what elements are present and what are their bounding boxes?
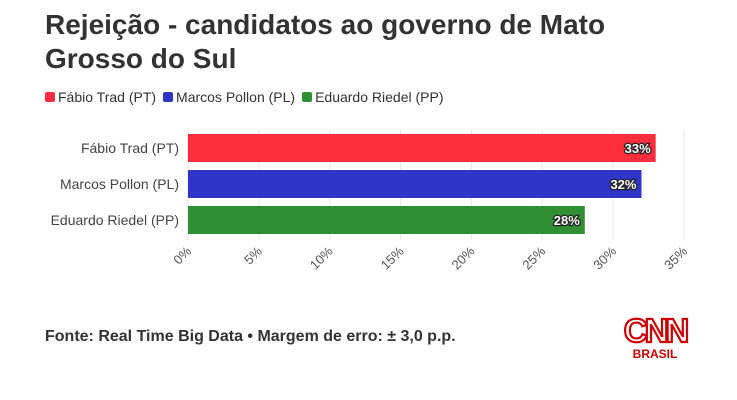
cnn-brasil-logo: CNN BRASIL: [623, 311, 690, 361]
legend-label: Marcos Pollon (PL): [176, 89, 296, 105]
brasil-wordmark: BRASIL: [633, 347, 678, 361]
legend-swatch: [302, 92, 313, 102]
legend-swatch: [163, 92, 174, 102]
bar: [188, 170, 642, 198]
data-label: 32%: [610, 177, 636, 192]
legend-label: Fábio Trad (PT): [58, 89, 157, 105]
category-label: Fábio Trad (PT): [81, 140, 179, 156]
chart-title: Rejeição - candidatos ao governo de Mato…: [45, 9, 606, 74]
bar-chart: Fábio Trad (PT) 33% Marcos Pollon (PL) 32% E…: [51, 130, 690, 273]
x-tick-label: 25%: [519, 243, 548, 272]
x-tick-label: 0%: [170, 243, 194, 267]
data-label: 33%: [625, 141, 651, 156]
x-tick-label: 35%: [661, 243, 690, 272]
legend-item-eduardo-riedel[interactable]: Eduardo Riedel (PP): [302, 89, 443, 105]
legend-item-marcos-pollon[interactable]: Marcos Pollon (PL): [163, 89, 295, 105]
legend: Fábio Trad (PT) Marcos Pollon (PL) Eduar…: [45, 89, 450, 105]
legend-swatch: [45, 92, 55, 102]
data-label: 28%: [554, 213, 580, 228]
source-footer: Fonte: Real Time Big Data • Margem de er…: [45, 328, 456, 345]
x-tick-label: 20%: [449, 243, 478, 272]
category-label: Marcos Pollon (PL): [60, 176, 179, 192]
bar: [188, 134, 656, 162]
legend-label: Eduardo Riedel (PP): [315, 89, 444, 105]
category-label: Eduardo Riedel (PP): [51, 212, 179, 228]
bar: [188, 206, 585, 234]
x-tick-label: 30%: [590, 243, 619, 272]
cnn-logo-icon: CNN BRASIL: [623, 311, 690, 361]
cnn-wordmark: CNN: [624, 312, 688, 349]
x-tick-label: 15%: [378, 243, 407, 272]
x-tick-label: 5%: [241, 243, 265, 267]
legend-item-fabio-trad[interactable]: Fábio Trad (PT): [45, 89, 156, 105]
x-tick-label: 10%: [307, 243, 336, 272]
